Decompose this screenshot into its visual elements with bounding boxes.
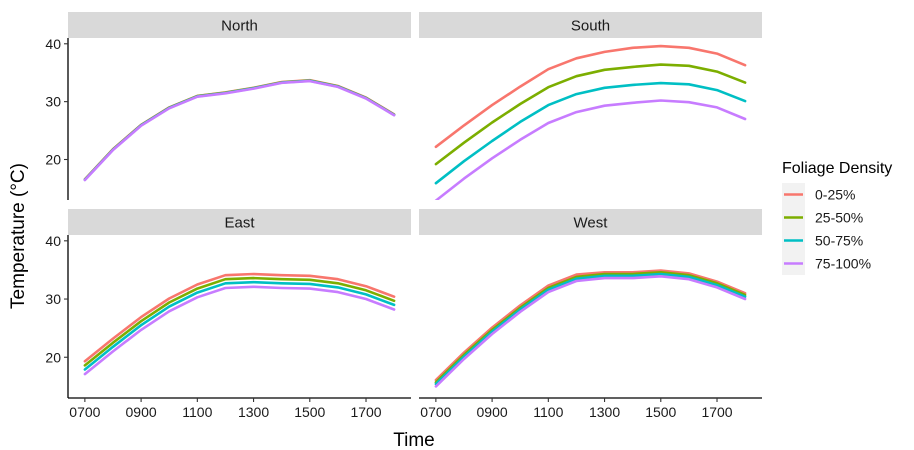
x-tick-label: 1700 [350,404,381,420]
panel-strip-label: South [571,18,610,35]
panel-strip-label: North [221,18,258,35]
series-line-50-75% [83,280,396,371]
x-tick-label: 0700 [420,404,451,420]
series-line-25-50% [434,270,747,384]
legend-label: 25-50% [815,210,863,226]
legend-label: 75-100% [815,256,871,272]
x-tick-label: 1700 [701,404,732,420]
series-group [83,78,396,182]
panel-west: West 0700 0900 1100 1300 1500 1700 [419,209,762,420]
x-tick-label: 1100 [182,404,212,420]
series-group [434,44,747,200]
legend: Foliage Density 0-25% 25-50% 50-75% 75-100% [782,160,892,275]
panel-strip [68,209,411,235]
series-line-50-75% [83,79,396,182]
x-tick-label: 0900 [477,404,508,420]
x-tick-label: 1500 [294,404,325,420]
x-tick-label: 1300 [238,404,269,420]
legend-title: Foliage Density [782,160,892,177]
series-line-75-100% [83,285,396,376]
series-group [83,272,396,376]
panel-strip [419,209,762,235]
y-tick-label: 40 [45,233,61,249]
panel-east: East 20 30 40 0700 0900 1100 1300 1500 1700 [45,209,411,420]
panel-north: North 20 30 40 [45,12,411,200]
series-line-25-50% [434,63,747,166]
series-line-0-25% [434,269,747,382]
y-tick-label: 20 [45,152,61,168]
legend-label: 0-25% [815,187,855,203]
series-line-75-100% [83,79,396,182]
x-tick-label: 0900 [126,404,157,420]
panels-layer: North 20 30 40 South East 20 30 40 0700 0900 1100 13… [45,12,762,420]
y-tick-label: 30 [45,291,61,307]
x-axis-title: Time [393,430,435,450]
x-tick-label: 1300 [589,404,620,420]
panel-strip [68,12,411,38]
y-tick-label: 30 [45,94,61,110]
series-line-50-75% [434,81,747,185]
y-axis-title: Temperature (°C) [8,163,29,309]
series-line-0-25% [434,44,747,149]
panel-strip [419,12,762,38]
panel-strip-label: West [574,215,609,232]
series-line-75-100% [434,274,747,388]
x-tick-label: 0700 [69,404,100,420]
series-line-25-50% [83,79,396,181]
x-tick-label: 1500 [645,404,676,420]
x-tick-label: 1100 [533,404,563,420]
series-line-25-50% [83,276,396,367]
panel-south: South [419,12,762,200]
series-line-75-100% [434,99,747,200]
series-group [434,269,747,388]
legend-keys: 0-25% 25-50% 50-75% 75-100% [782,183,871,275]
y-tick-label: 40 [45,36,61,52]
y-tick-label: 20 [45,349,61,365]
series-line-50-75% [434,272,747,386]
series-line-0-25% [83,78,396,181]
panel-strip-label: East [224,215,255,232]
series-line-0-25% [83,272,396,363]
legend-label: 50-75% [815,233,863,249]
